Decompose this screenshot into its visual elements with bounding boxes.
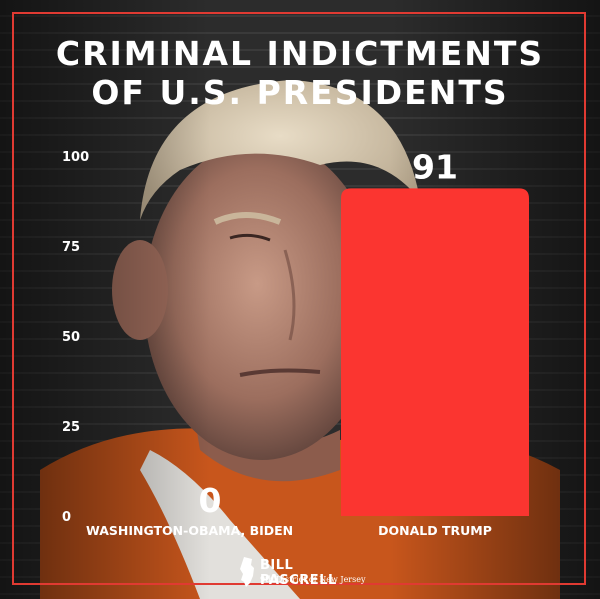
red-border-frame — [12, 12, 586, 585]
y-tick-label-25: 25 — [62, 420, 80, 435]
y-tick-label-100: 100 — [62, 150, 89, 165]
y-tick-label-50: 50 — [62, 330, 80, 345]
chart-title-line-1: CRIMINAL INDICTMENTS — [55, 34, 545, 73]
y-tick-label-75: 75 — [62, 240, 80, 255]
bar-1 — [341, 188, 529, 516]
new-jersey-icon — [240, 557, 254, 587]
chart-title-line-2: OF U.S. PRESIDENTS — [91, 73, 509, 112]
x-tick-label-donald-trump: DONALD TRUMP — [378, 523, 492, 538]
chart-title: CRIMINAL INDICTMENTS OF U.S. PRESIDENTS — [0, 34, 600, 112]
value-label-1: 91 — [412, 147, 458, 186]
value-label-0: 0 — [199, 481, 222, 520]
x-tick-label-washington-obama-biden: WASHINGTON-OBAMA, BIDEN — [86, 523, 294, 538]
logo-subtitle: 9th District of New Jersey — [260, 575, 366, 584]
y-tick-label-0: 0 — [62, 510, 71, 525]
bill-pascrell-logo: BILL PASCRELL 9th District of New Jersey — [238, 556, 368, 590]
logo-name: BILL PASCRELL — [260, 558, 337, 588]
